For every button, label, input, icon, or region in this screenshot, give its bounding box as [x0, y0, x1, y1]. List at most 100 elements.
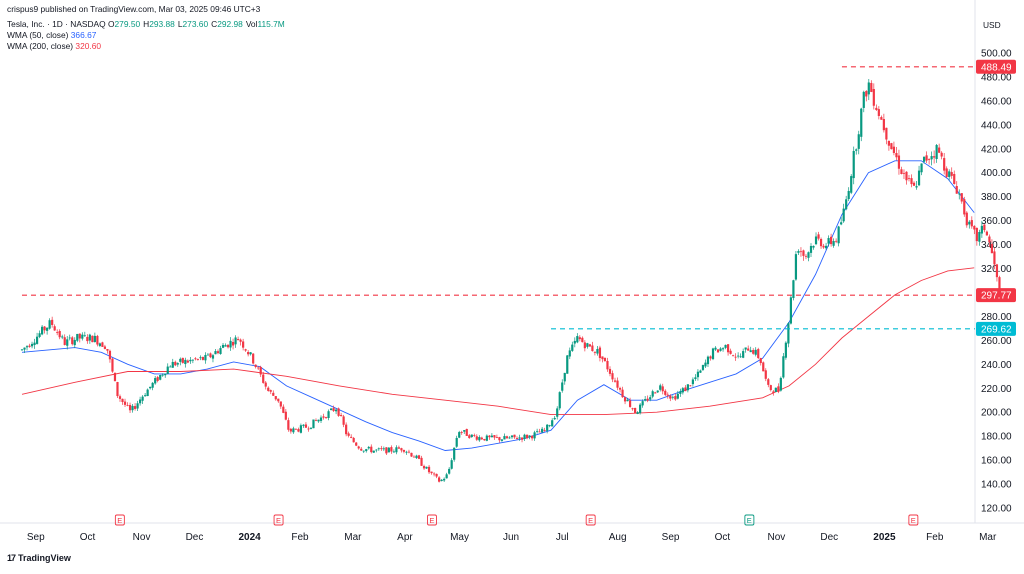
candle-body [566, 355, 569, 374]
candle-body [317, 419, 320, 422]
earnings-marker[interactable] [273, 514, 284, 526]
candle-body [146, 389, 149, 397]
candle-body [287, 420, 290, 430]
candle-body [905, 171, 908, 181]
candle-body [930, 156, 933, 160]
time-tick-label: Mar [344, 532, 362, 543]
earnings-marker[interactable] [114, 514, 125, 526]
candle-body [239, 339, 242, 342]
candle-body [639, 404, 642, 413]
candle-body [329, 408, 333, 410]
ohlc-values: O279.50 H293.88 L273.60 C292.98 Vol115.7M [108, 19, 288, 29]
candle-body [347, 433, 350, 436]
candle-body [116, 382, 119, 397]
candle-body [623, 397, 627, 402]
candle-body [978, 232, 981, 242]
candle-body [164, 373, 167, 376]
candle-body [465, 428, 468, 436]
candle-body [382, 448, 385, 450]
candle-body [659, 385, 662, 390]
earnings-marker[interactable] [908, 514, 919, 526]
earnings-marker[interactable] [585, 514, 596, 526]
candle-body [201, 356, 205, 360]
candle-body [365, 449, 368, 452]
candle-body [312, 419, 315, 429]
candle-body [721, 348, 725, 350]
candle-body [561, 382, 564, 391]
candle-body [528, 435, 531, 438]
candle-body [543, 429, 546, 431]
candle-body [661, 386, 664, 392]
candle-body [299, 425, 303, 433]
publisher-line: crispus9 published on TradingView.com, M… [7, 4, 261, 14]
price-tick-label: 280.00 [981, 312, 1012, 323]
price-tick-label: 340.00 [981, 240, 1012, 251]
candle-body [397, 447, 401, 449]
candle-body [25, 346, 29, 348]
candle-body [769, 385, 772, 391]
candle-body [965, 212, 968, 226]
candle-body [993, 251, 996, 265]
candle-body [669, 395, 672, 399]
candle-body [231, 341, 235, 346]
candle-body [940, 152, 943, 157]
candle-body [983, 224, 986, 231]
candle-body [319, 417, 323, 421]
time-tick-label: Feb [291, 532, 309, 543]
candle-body [93, 335, 96, 343]
candle-body [850, 176, 853, 193]
earnings-marker[interactable] [744, 514, 755, 526]
candle-body [61, 336, 64, 338]
candle-body [118, 396, 122, 399]
time-tick-label: May [450, 532, 469, 543]
candle-body [402, 450, 406, 452]
earnings-marker[interactable] [427, 514, 437, 526]
candle-body [199, 357, 202, 359]
tradingview-logo[interactable]: 17 TradingView [7, 553, 71, 563]
candle-body [792, 280, 795, 299]
candle-body [196, 359, 199, 360]
candle-body [292, 428, 295, 433]
candle-body [882, 119, 885, 131]
candle-body [445, 474, 448, 479]
candle-body [380, 448, 383, 450]
candle-body [430, 471, 433, 474]
candle-body [538, 431, 541, 433]
candle-body [897, 155, 901, 169]
candle-body [133, 406, 137, 409]
candle-body [598, 347, 602, 358]
candle-body [649, 397, 652, 400]
candle-body [279, 401, 282, 407]
level-price-label: 297.77 [981, 291, 1012, 302]
candle-body [968, 221, 971, 225]
ohlc-l: L273.60 [177, 19, 209, 29]
candle-body [473, 435, 476, 436]
candle-body [895, 152, 898, 158]
currency-label: USD [983, 20, 1001, 30]
candle-body [350, 436, 353, 438]
candle-body [395, 447, 398, 453]
candle-body [98, 343, 101, 346]
candle-body [779, 377, 782, 391]
candle-body [463, 430, 466, 432]
candle-body [209, 353, 212, 358]
candle-body [179, 358, 182, 362]
candle-body [556, 408, 559, 417]
candle-body [641, 401, 644, 406]
candle-body [304, 424, 308, 428]
time-tick-label: Apr [397, 532, 413, 543]
candle-body [558, 392, 561, 409]
candle-body [754, 349, 757, 355]
candle-body [686, 384, 689, 391]
candle-body [181, 357, 184, 363]
candle-body [536, 430, 539, 432]
candle-body [247, 352, 250, 355]
candle-body [586, 343, 589, 347]
price-tick-label: 500.00 [981, 49, 1012, 60]
candle-body [159, 374, 162, 380]
candle-body [91, 335, 94, 343]
candle-body [302, 424, 305, 426]
candle-body [732, 355, 735, 357]
